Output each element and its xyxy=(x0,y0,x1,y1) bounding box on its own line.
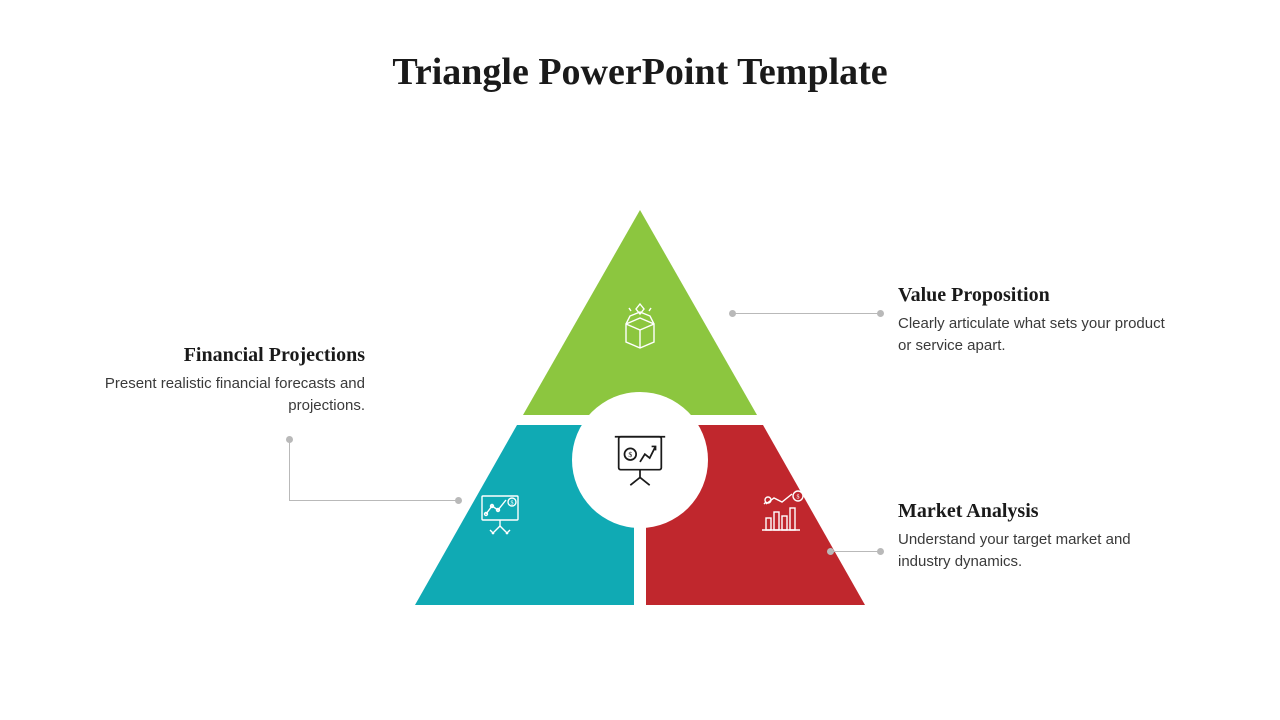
connector-dot xyxy=(877,310,884,317)
connector-dot xyxy=(455,497,462,504)
connector-dot xyxy=(877,548,884,555)
callout-body: Clearly articulate what sets your produc… xyxy=(898,313,1178,357)
box-diamond-icon xyxy=(612,300,668,356)
triangle-diagram: $ xyxy=(0,200,1280,640)
flipchart-growth-icon: $ xyxy=(609,429,671,496)
connector-dot xyxy=(729,310,736,317)
svg-text:$: $ xyxy=(628,450,632,459)
bar-analytics-icon: $ xyxy=(752,484,808,540)
callout-body: Present realistic financial forecasts an… xyxy=(85,373,365,417)
svg-text:$: $ xyxy=(797,494,800,501)
connector-dot xyxy=(827,548,834,555)
connector-dot xyxy=(286,436,293,443)
callout-heading: Market Analysis xyxy=(898,500,1178,523)
connector-line xyxy=(289,500,458,501)
center-circle: $ xyxy=(580,402,700,522)
callout-heading: Financial Projections xyxy=(85,344,365,367)
connector-line xyxy=(732,313,880,314)
callout-heading: Value Proposition xyxy=(898,284,1178,307)
connector-line xyxy=(830,551,880,552)
page-title: Triangle PowerPoint Template xyxy=(0,50,1280,94)
callout-financial-projections: Financial Projections Present realistic … xyxy=(85,344,365,417)
callout-body: Understand your target market and indust… xyxy=(898,529,1178,573)
svg-text:$: $ xyxy=(511,500,514,507)
callout-market-analysis: Market Analysis Understand your target m… xyxy=(898,500,1178,573)
connector-line xyxy=(289,439,290,501)
presentation-chart-icon: $ xyxy=(472,484,528,540)
callout-value-proposition: Value Proposition Clearly articulate wha… xyxy=(898,284,1178,357)
